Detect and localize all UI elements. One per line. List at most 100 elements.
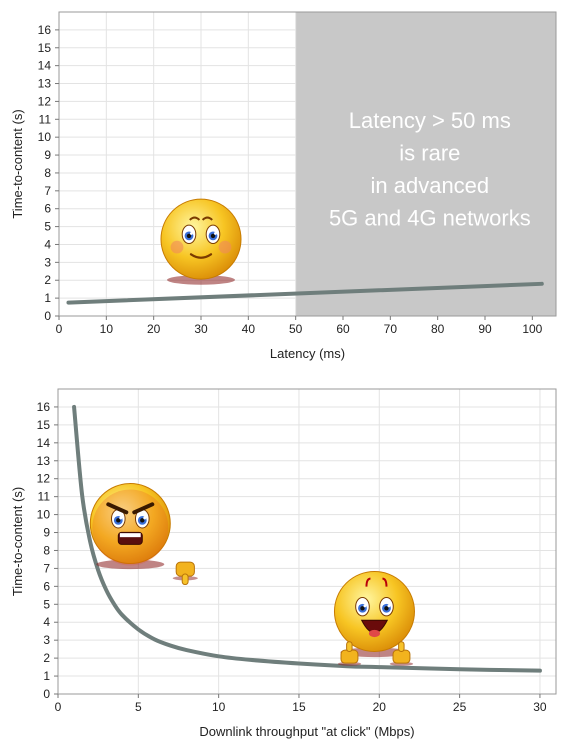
x-tick-label: 60 bbox=[336, 322, 350, 336]
thumbs-up-icon bbox=[337, 641, 362, 666]
eye-highlight bbox=[387, 604, 391, 608]
emoji-shadow bbox=[167, 275, 235, 285]
x-tick-label: 90 bbox=[478, 322, 492, 336]
y-tick-label: 14 bbox=[38, 59, 52, 73]
y-tick-label: 5 bbox=[44, 220, 51, 234]
annotation-line: is rare bbox=[399, 141, 460, 166]
x-tick-label: 25 bbox=[453, 700, 467, 714]
y-tick-label: 0 bbox=[44, 309, 51, 323]
y-tick-label: 16 bbox=[37, 400, 51, 414]
teeth bbox=[119, 533, 141, 538]
angry-thumbs-down-emoji bbox=[89, 483, 171, 570]
y-tick-label: 8 bbox=[44, 166, 51, 180]
y-tick-label: 12 bbox=[38, 94, 52, 108]
emoji-shadow bbox=[96, 559, 165, 570]
eye-highlight bbox=[119, 516, 123, 520]
y-tick-label: 5 bbox=[43, 597, 50, 611]
y-tick-label: 2 bbox=[44, 273, 51, 287]
annotation-line: Latency > 50 ms bbox=[349, 108, 511, 133]
y-tick-label: 10 bbox=[38, 130, 52, 144]
happy-thumbs-up-emoji bbox=[333, 570, 415, 658]
thumb bbox=[398, 641, 405, 652]
y-tick-label: 1 bbox=[44, 291, 51, 305]
x-axis-title: Latency (ms) bbox=[270, 346, 345, 361]
latency-chart: 0 10 20 30 40 50 60 70 80 90 100012345678910111213… bbox=[10, 11, 557, 361]
x-tick-label: 70 bbox=[384, 322, 398, 336]
thumb bbox=[346, 641, 353, 652]
eye-highlight bbox=[363, 604, 367, 608]
y-tick-label: 15 bbox=[38, 41, 52, 55]
y-tick-label: 9 bbox=[44, 148, 51, 162]
pupil bbox=[116, 518, 121, 523]
throughput-chart: 0 5 10 15 20 25 30012345678910111213141516Down… bbox=[10, 388, 557, 739]
x-tick-label: 100 bbox=[522, 322, 542, 336]
angry-brow bbox=[106, 502, 129, 515]
pupil bbox=[140, 518, 145, 523]
pupil bbox=[210, 233, 216, 239]
tongue bbox=[368, 629, 381, 638]
x-tick-label: 10 bbox=[100, 322, 114, 336]
y-tick-label: 13 bbox=[38, 77, 52, 91]
shaded-region bbox=[295, 12, 556, 316]
y-tick-label: 6 bbox=[44, 202, 51, 216]
y-tick-label: 15 bbox=[37, 418, 51, 432]
x-tick-label: 40 bbox=[242, 322, 256, 336]
x-tick-label: 0 bbox=[55, 700, 62, 714]
smiling-face-emoji bbox=[160, 198, 242, 285]
x-axis-title: Downlink throughput "at click" (Mbps) bbox=[199, 724, 414, 739]
y-tick-label: 13 bbox=[37, 454, 51, 468]
x-tick-label: 20 bbox=[147, 322, 161, 336]
y-tick-label: 8 bbox=[43, 543, 50, 557]
eyebrow bbox=[189, 216, 201, 221]
thumb bbox=[181, 573, 189, 586]
y-tick-label: 3 bbox=[44, 255, 51, 269]
x-tick-label: 80 bbox=[431, 322, 445, 336]
y-tick-label: 12 bbox=[37, 472, 51, 486]
smile-mouth bbox=[189, 253, 213, 259]
y-tick-label: 9 bbox=[43, 526, 50, 540]
x-tick-label: 0 bbox=[56, 322, 63, 336]
y-tick-label: 11 bbox=[38, 490, 51, 504]
x-tick-label: 30 bbox=[533, 700, 547, 714]
series-line bbox=[66, 281, 544, 305]
eye-highlight bbox=[190, 232, 193, 235]
y-tick-label: 4 bbox=[44, 237, 51, 251]
x-tick-label: 30 bbox=[194, 322, 208, 336]
y-tick-label: 6 bbox=[43, 579, 50, 593]
y-tick-label: 11 bbox=[39, 112, 52, 126]
pupil bbox=[360, 606, 365, 611]
series-line bbox=[72, 404, 542, 673]
y-tick-label: 16 bbox=[38, 23, 52, 37]
fist bbox=[340, 649, 359, 664]
eyebrow bbox=[382, 577, 388, 587]
plot-frame bbox=[57, 388, 557, 695]
x-tick-label: 50 bbox=[289, 322, 303, 336]
eyebrow bbox=[365, 577, 371, 587]
cheek bbox=[218, 240, 232, 254]
angry-brow bbox=[132, 502, 155, 515]
y-axis-title: Time-to-content (s) bbox=[10, 487, 25, 596]
x-tick-label: 20 bbox=[373, 700, 387, 714]
y-tick-label: 2 bbox=[43, 651, 50, 665]
x-tick-label: 15 bbox=[292, 700, 306, 714]
angry-blush bbox=[92, 489, 169, 566]
thumbs-up-icon bbox=[389, 641, 414, 666]
plot-frame bbox=[58, 11, 557, 317]
emoji-face bbox=[160, 198, 242, 280]
x-tick-label: 5 bbox=[135, 700, 142, 714]
cheek bbox=[170, 240, 184, 254]
y-tick-label: 4 bbox=[43, 615, 50, 629]
thumbs-down-icon bbox=[172, 561, 198, 586]
y-tick-label: 0 bbox=[43, 687, 50, 701]
eye-highlight bbox=[143, 516, 147, 520]
annotation-line: in advanced bbox=[371, 173, 490, 198]
eyebrow bbox=[201, 216, 213, 221]
y-tick-label: 14 bbox=[37, 436, 51, 450]
y-tick-label: 3 bbox=[43, 633, 50, 647]
x-tick-label: 10 bbox=[212, 700, 226, 714]
emoji-face bbox=[333, 570, 415, 652]
y-tick-label: 10 bbox=[37, 508, 51, 522]
y-tick-label: 7 bbox=[43, 561, 50, 575]
pupil bbox=[186, 233, 192, 239]
